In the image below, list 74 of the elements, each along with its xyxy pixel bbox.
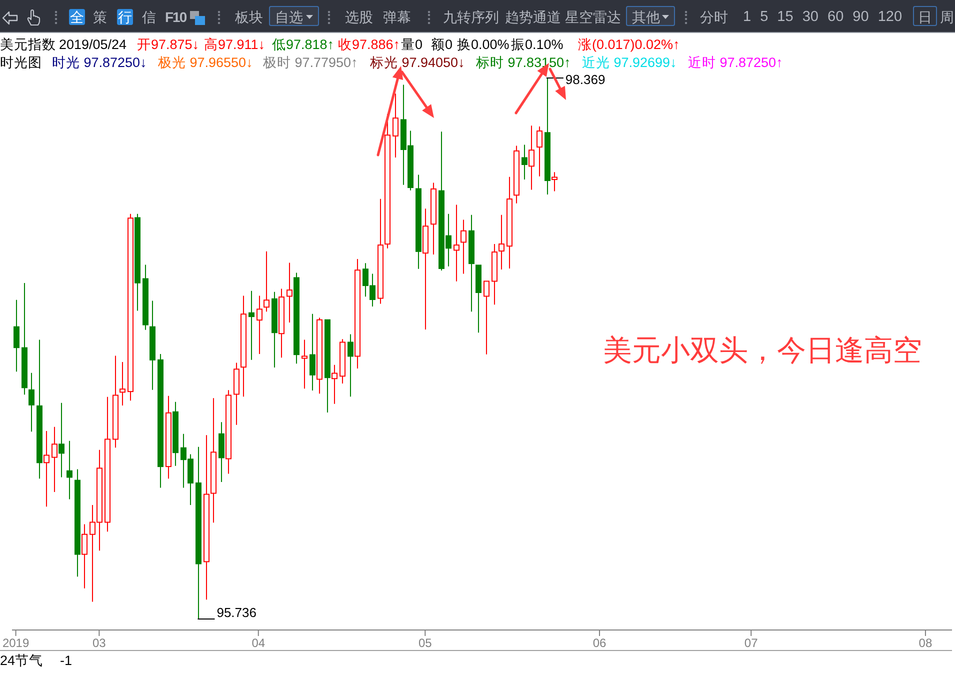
candlestick	[528, 125, 534, 190]
candlestick	[348, 334, 354, 398]
annotation: 95.736	[216, 605, 256, 620]
candlestick	[310, 313, 316, 392]
candlestick	[218, 422, 224, 482]
text: 九转序列	[443, 8, 499, 26]
x-tick-label: 06	[592, 636, 606, 650]
candlestick	[332, 364, 338, 404]
candlestick	[66, 440, 72, 500]
text: 周	[940, 8, 954, 26]
text: 其他	[626, 6, 675, 26]
candlestick	[392, 93, 398, 158]
text: 量0	[401, 36, 423, 53]
text: 趋势通道	[505, 8, 561, 26]
candlestick	[58, 402, 64, 478]
x-tick-label: 03	[92, 636, 106, 650]
text: 近光 97.92699↓	[582, 54, 677, 71]
candlestick	[498, 214, 504, 270]
candlestick	[302, 339, 308, 390]
text: 极光 97.96550↓	[158, 54, 253, 71]
text: 2019/05/24	[59, 36, 127, 53]
candlestick	[256, 295, 262, 354]
text: 全	[69, 9, 85, 25]
candlestick	[484, 280, 490, 355]
text: 弹幕	[383, 8, 411, 26]
text: 分时	[700, 8, 728, 26]
candlestick	[14, 299, 20, 372]
text: F10	[165, 8, 186, 26]
text: 日	[913, 6, 937, 26]
text: 收97.886↑	[338, 36, 400, 53]
candlestick	[454, 204, 460, 282]
x-tick-label: 2019	[2, 636, 30, 650]
candlestick	[52, 426, 58, 493]
text: 开97.875↓	[137, 36, 200, 53]
candlestick	[264, 250, 270, 312]
text: 振0.10%	[511, 36, 564, 53]
text: 1 5 15 30 60 90 120	[743, 8, 902, 26]
text: 24节气	[0, 653, 44, 669]
x-tick-label: 08	[918, 636, 932, 650]
text: 选股	[345, 8, 373, 26]
text: 高97.911↓	[204, 36, 266, 53]
candlestick	[82, 524, 88, 589]
text: 信	[142, 8, 156, 26]
text: 额0	[431, 36, 453, 53]
text: 标时 97.83150↑	[476, 54, 571, 71]
text: 时光图	[0, 54, 42, 71]
text: 低97.818↑	[272, 36, 334, 53]
candlestick	[536, 126, 542, 177]
candlestick	[286, 262, 292, 324]
text: 极时 97.77950↑	[263, 54, 358, 71]
x-tick-label: 04	[252, 636, 266, 650]
text: 时光 97.87250↓	[52, 54, 147, 71]
annotation: 美元小双头，今日逢高空	[603, 334, 922, 369]
candlestick	[522, 144, 528, 180]
text: 板块	[235, 8, 263, 26]
annotation: 98.369	[565, 72, 606, 87]
x-tick-label: 05	[418, 636, 432, 650]
text: 近时 97.87250↑	[688, 54, 783, 71]
text: 标光 97.94050↓	[370, 54, 465, 71]
text: -1	[60, 653, 72, 669]
x-tick-label: 07	[744, 636, 758, 650]
text: 换0.00%	[457, 36, 510, 53]
text: 行	[117, 9, 133, 25]
candlestick	[248, 290, 254, 360]
candlestick	[460, 219, 466, 274]
candlestick	[120, 361, 126, 406]
text: 涨(0.017)0.02%↑	[578, 36, 680, 53]
candlestick	[28, 372, 34, 432]
candlestick	[44, 430, 50, 508]
text: 自选	[269, 6, 319, 26]
chart-title: 美元指数	[0, 36, 56, 53]
text: 星空雷达	[565, 8, 621, 26]
text: 策	[93, 8, 107, 26]
candlestick	[552, 172, 558, 192]
